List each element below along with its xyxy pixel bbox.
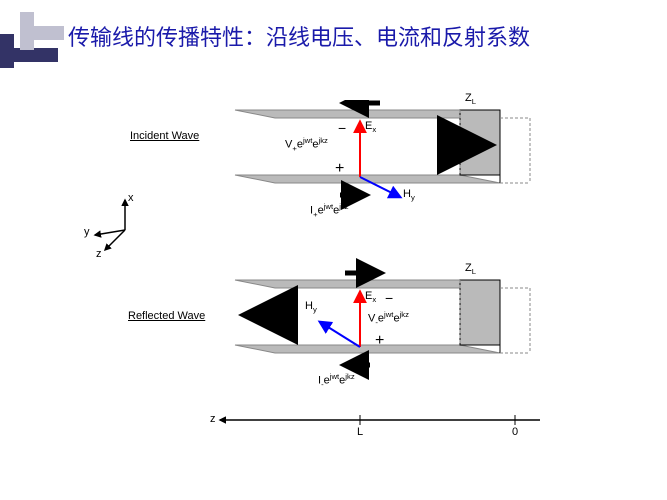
v-reflected: V-ejwtejkz xyxy=(368,310,409,327)
ex-label-1: Ex xyxy=(365,120,376,134)
hy-label-1: Hy xyxy=(403,188,415,202)
minus-1: − xyxy=(338,120,346,136)
v-incident: V+ejwtejkz xyxy=(285,136,328,153)
diagram: Incident Wave Reflected Wave ZL ZL Ex Hy… xyxy=(60,100,620,480)
hy-label-2: Hy xyxy=(305,300,317,314)
minus-2: − xyxy=(385,290,393,306)
zl-label-1: ZL xyxy=(465,92,476,106)
header-decoration xyxy=(0,12,65,75)
z-axis-L: L xyxy=(357,426,363,438)
axis-z-label: z xyxy=(96,248,102,260)
zl-label-2: ZL xyxy=(465,262,476,276)
axis-y-label: y xyxy=(84,226,90,238)
i-incident: I+ejwtejkz xyxy=(310,202,349,219)
diagram-svg xyxy=(60,100,620,480)
plus-2: + xyxy=(375,332,384,350)
plus-1: + xyxy=(335,160,344,178)
z-axis-0: 0 xyxy=(512,426,518,438)
reflected-wave-label: Reflected Wave xyxy=(128,310,205,322)
z-axis-z: z xyxy=(210,413,216,425)
axis-x-label: x xyxy=(128,192,134,204)
incident-wave-label: Incident Wave xyxy=(130,130,199,142)
page-title: 传输线的传播特性：沿线电压、电流和反射系数 xyxy=(68,20,530,52)
ex-label-2: Ex xyxy=(365,290,376,304)
i-reflected: I-ejwtejkz xyxy=(318,372,355,389)
